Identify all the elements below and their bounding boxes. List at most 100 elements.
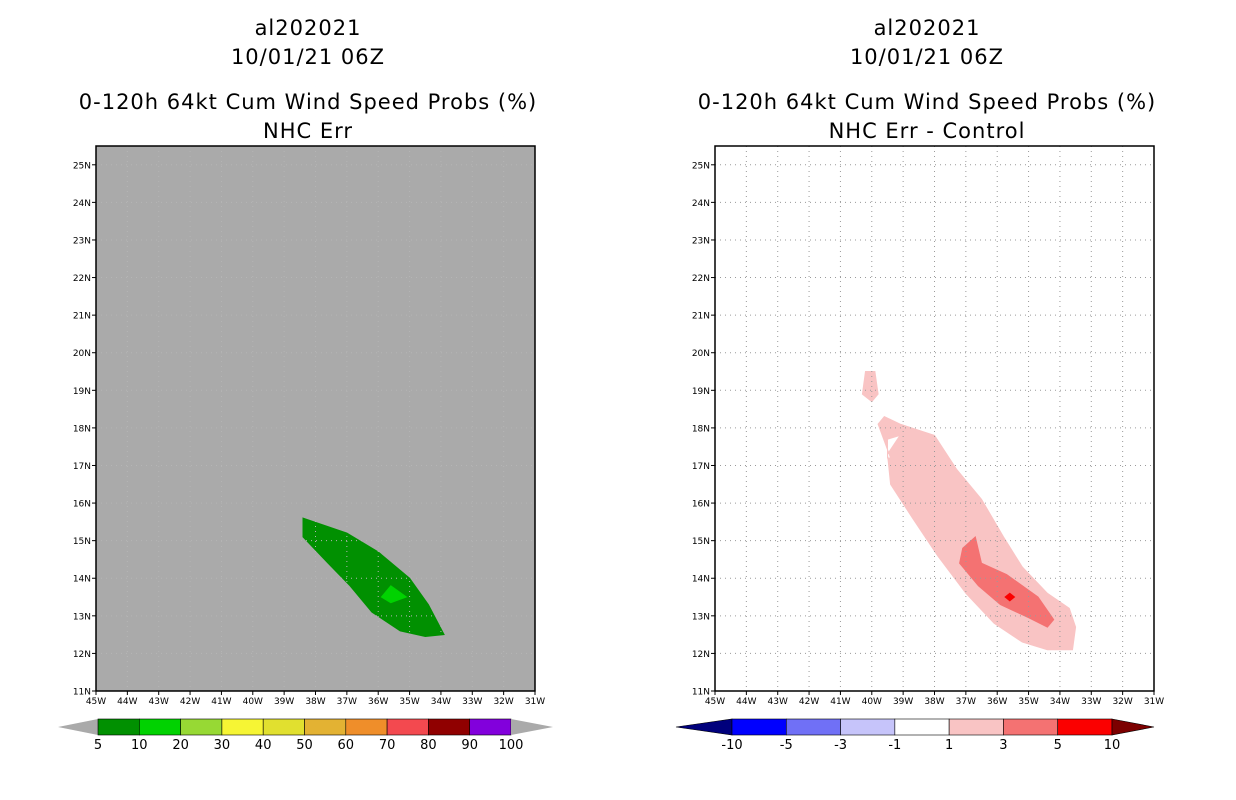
right-lat-label: 22N: [692, 274, 710, 284]
left-lat-label: 13N: [73, 612, 91, 622]
left-lon-label: 34W: [431, 697, 451, 707]
right-lat-label: 23N: [692, 236, 710, 246]
right-lon-label: 42W: [799, 697, 819, 707]
right-lon-label: 35W: [1018, 697, 1038, 707]
left-lon-label: 42W: [180, 697, 200, 707]
left-lat-label: 17N: [73, 462, 91, 472]
left-lat-label: 14N: [73, 575, 91, 585]
right-colorbar-label: -3: [834, 738, 847, 753]
left-colorbar-swatch-4: [262, 718, 305, 736]
right-lon-label: 41W: [830, 697, 850, 707]
right-lon-label: 36W: [987, 697, 1007, 707]
left-lon-label: 31W: [525, 697, 545, 707]
right-lon-label: 44W: [736, 697, 756, 707]
left-colorbar-label: 70: [379, 738, 396, 753]
right-lon-label: 38W: [924, 697, 944, 707]
right-lat-label: 12N: [692, 650, 710, 660]
left-lat-label: 12N: [73, 650, 91, 660]
left-colorbar-swatch-2: [180, 718, 223, 736]
left-colorbar-label: 20: [172, 738, 189, 753]
right-lon-label: 45W: [705, 697, 725, 707]
right-datetime: 10/01/21 06Z: [849, 45, 1005, 69]
left-colorbar-swatch-6: [345, 718, 388, 736]
left-lon-label: 36W: [368, 697, 388, 707]
left-lon-label: 38W: [305, 697, 325, 707]
left-lon-label: 44W: [117, 697, 137, 707]
left-lon-label: 35W: [399, 697, 419, 707]
left-datetime: 10/01/21 06Z: [230, 45, 386, 69]
left-colorbar-label: 30: [214, 738, 231, 753]
right-lat-label: 20N: [692, 349, 710, 359]
right-lat-label: 11N: [692, 688, 710, 698]
right-contour-region-2: [959, 535, 1055, 628]
left-lon-label: 39W: [274, 697, 294, 707]
right-colorbar-label: 5: [1054, 738, 1062, 753]
right-colorbar-swatch-0: [731, 718, 787, 736]
left-lon-label: 43W: [149, 697, 169, 707]
right-lat-label: 16N: [692, 500, 710, 510]
right-colorbar-start-triangle: [675, 718, 733, 736]
right-colorbar-swatch-6: [1057, 718, 1113, 736]
right-lat-label: 18N: [692, 424, 710, 434]
left-map-title: al202021 10/01/21 06Z: [58, 14, 558, 72]
right-map-subtitle: 0-120h 64kt Cum Wind Speed Probs (%) NHC…: [677, 88, 1177, 146]
right-lon-label: 32W: [1112, 697, 1132, 707]
left-lon-label: 40W: [243, 697, 263, 707]
right-lon-label: 39W: [893, 697, 913, 707]
right-colorbar-swatch-2: [840, 718, 896, 736]
right-colorbar-swatch-5: [1003, 718, 1059, 736]
left-colorbar-swatch-8: [428, 718, 470, 736]
right-lat-label: 15N: [692, 537, 710, 547]
right-colorbar-swatch-4: [948, 718, 1004, 736]
right-colorbar-label: 3: [999, 738, 1007, 753]
right-lat-label: 25N: [692, 161, 710, 171]
right-lat-label: 13N: [692, 612, 710, 622]
left-colorbar-label: 40: [255, 738, 272, 753]
left-map-subtitle: 0-120h 64kt Cum Wind Speed Probs (%) NHC…: [58, 88, 558, 146]
left-product-title: 0-120h 64kt Cum Wind Speed Probs (%): [78, 90, 538, 114]
left-colorbar-swatch-1: [139, 718, 181, 736]
right-lat-label: 24N: [692, 199, 710, 209]
right-lat-label: 14N: [692, 575, 710, 585]
left-colorbar-label: 60: [338, 738, 355, 753]
left-lon-label: 45W: [86, 697, 106, 707]
right-lon-label: 40W: [862, 697, 882, 707]
right-lon-label: 34W: [1050, 697, 1070, 707]
left-lat-label: 16N: [73, 500, 91, 510]
right-contour-region-1: [861, 371, 879, 403]
left-contour-region-1: [380, 585, 408, 604]
left-colorbar-swatch-9: [469, 718, 512, 736]
left-lon-label: 41W: [211, 697, 231, 707]
left-colorbar-label: 90: [461, 738, 478, 753]
left-colorbar-swatch-7: [386, 718, 429, 736]
left-colorbar-swatch-5: [304, 718, 347, 736]
right-lon-label: 31W: [1144, 697, 1164, 707]
right-lat-label: 21N: [692, 312, 710, 322]
left-colorbar-end-triangle: [511, 719, 553, 735]
right-lon-label: 33W: [1081, 697, 1101, 707]
left-colorbar-swatch-3: [221, 718, 264, 736]
right-colorbar-label: -10: [721, 738, 742, 753]
right-colorbar-swatch-3: [894, 718, 950, 736]
right-colorbar-label: 1: [945, 738, 953, 753]
left-lat-label: 25N: [73, 161, 91, 171]
right-colorbar-label: 10: [1104, 738, 1121, 753]
left-lon-label: 33W: [462, 697, 482, 707]
left-colorbar-label: 10: [131, 738, 148, 753]
right-lat-label: 19N: [692, 387, 710, 397]
left-lat-label: 15N: [73, 537, 91, 547]
right-colorbar-label: -5: [780, 738, 793, 753]
left-colorbar-start-triangle: [58, 719, 98, 735]
left-lat-label: 18N: [73, 424, 91, 434]
right-colorbar-label: -1: [888, 738, 901, 753]
left-colorbar-label: 100: [499, 738, 524, 753]
left-lat-label: 19N: [73, 387, 91, 397]
left-map-background: [96, 146, 535, 691]
left-colorbar-label: 80: [420, 738, 437, 753]
left-lat-label: 11N: [73, 688, 91, 698]
right-lon-label: 37W: [956, 697, 976, 707]
left-lon-label: 32W: [493, 697, 513, 707]
right-map-background: [715, 146, 1154, 691]
left-lon-label: 37W: [337, 697, 357, 707]
